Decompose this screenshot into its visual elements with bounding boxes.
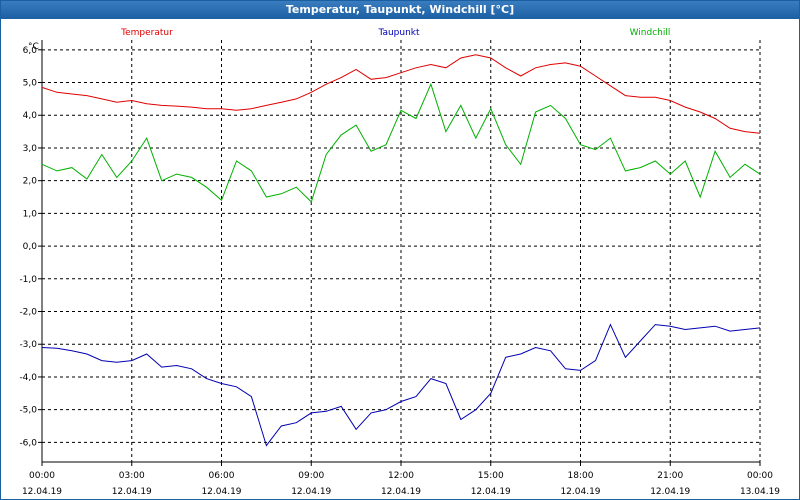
y-tick-label: -2,0 xyxy=(19,308,37,318)
legend-windchill: Windchill xyxy=(630,28,671,38)
legend-taupunkt: Taupunkt xyxy=(377,28,420,38)
legend: Temperatur Taupunkt Windchill xyxy=(120,28,670,38)
chart-title: Temperatur, Taupunkt, Windchill [°C] xyxy=(1,1,799,19)
y-tick-labels: 6,0 5,0 4,0 3,0 2,0 1,0 0,0 -1,0 -2,0 -3,0 -4,0 -5,… xyxy=(19,46,37,449)
axes: °C xyxy=(28,40,761,466)
x-tick-time: 21:00 xyxy=(657,471,683,481)
x-tick-time: 12:00 xyxy=(388,471,414,481)
x-tick-time: 03:00 xyxy=(119,471,145,481)
x-tick-time: 09:00 xyxy=(298,471,324,481)
series-line-taupunkt xyxy=(41,323,761,447)
x-tick-time: 00:00 xyxy=(29,471,55,481)
y-tick-label: 6,0 xyxy=(23,46,38,56)
y-tick-label: -1,0 xyxy=(19,275,37,285)
y-tick-label: -5,0 xyxy=(19,406,37,416)
x-tick-date: 12.04.19 xyxy=(471,487,511,497)
x-tick-time: 15:00 xyxy=(478,471,504,481)
x-tick-date: 12.04.19 xyxy=(560,487,600,497)
y-axis-label: °C xyxy=(28,42,39,52)
y-tick-label: 3,0 xyxy=(23,144,38,154)
x-tick-date: 12.04.19 xyxy=(22,487,62,497)
legend-temperatur: Temperatur xyxy=(120,28,173,38)
x-tick-date: 12.04.19 xyxy=(381,487,421,497)
x-tick-date: 13.04.19 xyxy=(740,487,780,497)
series-line-temperatur xyxy=(41,54,761,134)
x-tick-date: 12.04.19 xyxy=(650,487,690,497)
y-tick-label: -4,0 xyxy=(19,373,37,383)
x-tick-date: 12.04.19 xyxy=(291,487,331,497)
series-line-windchill xyxy=(41,82,761,203)
x-tick-time: 00:00 xyxy=(747,471,773,481)
x-tick-time: 18:00 xyxy=(568,471,594,481)
series-lines xyxy=(41,54,761,447)
y-tick-label: 4,0 xyxy=(23,111,38,121)
y-tick-label: 0,0 xyxy=(23,242,38,252)
x-tick-date: 12.04.19 xyxy=(112,487,152,497)
x-tick-time: 06:00 xyxy=(209,471,235,481)
y-tick-label: 5,0 xyxy=(23,79,38,89)
x-tick-date: 12.04.19 xyxy=(201,487,241,497)
grid xyxy=(41,40,761,462)
x-tick-labels: 00:00 12.04.19 03:00 12.04.19 06:00 12.04.19 0… xyxy=(22,471,780,497)
y-tick-label: -3,0 xyxy=(19,340,37,350)
y-tick-label: 2,0 xyxy=(23,177,38,187)
y-tick-label: 1,0 xyxy=(23,209,38,219)
y-tick-label: -6,0 xyxy=(19,438,37,448)
